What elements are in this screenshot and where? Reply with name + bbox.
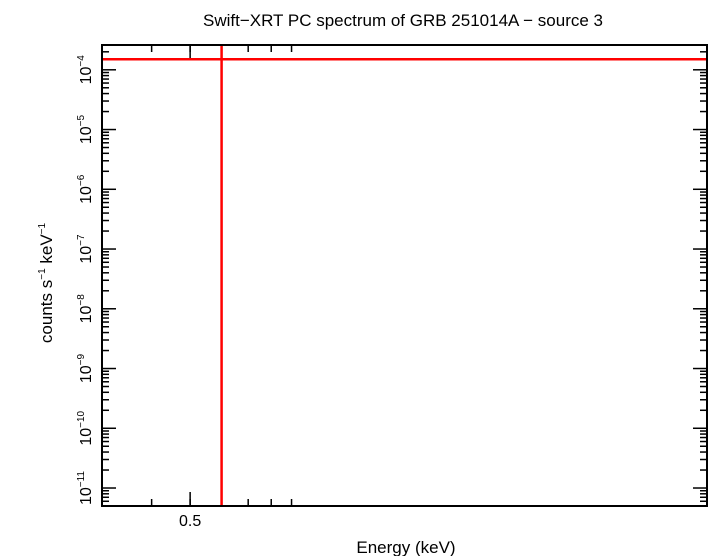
y-tick-text: 10−9 [76,353,95,383]
y-tick-base: 10 [78,428,95,446]
y-tick-base: 10 [78,126,95,144]
y-tick-exponent: −7 [76,234,87,246]
y-tick-text: 10−10 [76,410,95,445]
y-tick-label: 10−9 [76,353,95,383]
y-tick-base: 10 [78,66,95,84]
y-tick-exponent: −10 [76,410,87,427]
y-tick-label: 10−5 [76,115,95,145]
x-axis-label: Energy (keV) [356,538,455,556]
y-tick-exponent: −9 [76,353,87,365]
y-axis-label-exp-2: −1 [37,222,48,234]
y-tick-label: 10−8 [76,294,95,324]
chart-title: Swift−XRT PC spectrum of GRB 251014A − s… [203,11,603,30]
y-tick-base: 10 [78,305,95,323]
y-tick-label: 10−11 [76,471,95,505]
y-tick-exponent: −8 [76,294,87,306]
y-tick-label: 10−10 [76,410,95,445]
y-tick-exponent: −4 [76,55,87,67]
y-tick-label: 10−7 [76,234,95,264]
x-tick-label: 0.5 [179,513,201,530]
y-axis-label-exp-1: −1 [37,268,48,280]
y-tick-label: 10−6 [76,174,95,204]
y-tick-text: 10−4 [76,55,95,85]
y-tick-text: 10−7 [76,234,95,264]
y-tick-label: 10−4 [76,55,95,85]
y-tick-text: 10−5 [76,115,95,145]
y-tick-exponent: −6 [76,174,87,186]
y-axis-label-base: counts s [37,280,56,343]
data-series [102,45,707,506]
y-tick-exponent: −11 [76,471,87,488]
y-tick-text: 10−8 [76,294,95,324]
y-tick-text: 10−6 [76,174,95,204]
y-tick-base: 10 [78,246,95,264]
y-tick-text: 10−11 [76,471,95,505]
y-tick-base: 10 [78,186,95,204]
plot-frame [101,44,708,507]
y-axis-label: counts s−1 keV−1 [37,222,56,343]
y-tick-base: 10 [78,365,95,383]
y-axis-label-mid: keV [37,234,56,269]
y-tick-base: 10 [78,487,95,505]
y-tick-exponent: −5 [76,115,87,127]
axis-ticks [102,45,707,507]
